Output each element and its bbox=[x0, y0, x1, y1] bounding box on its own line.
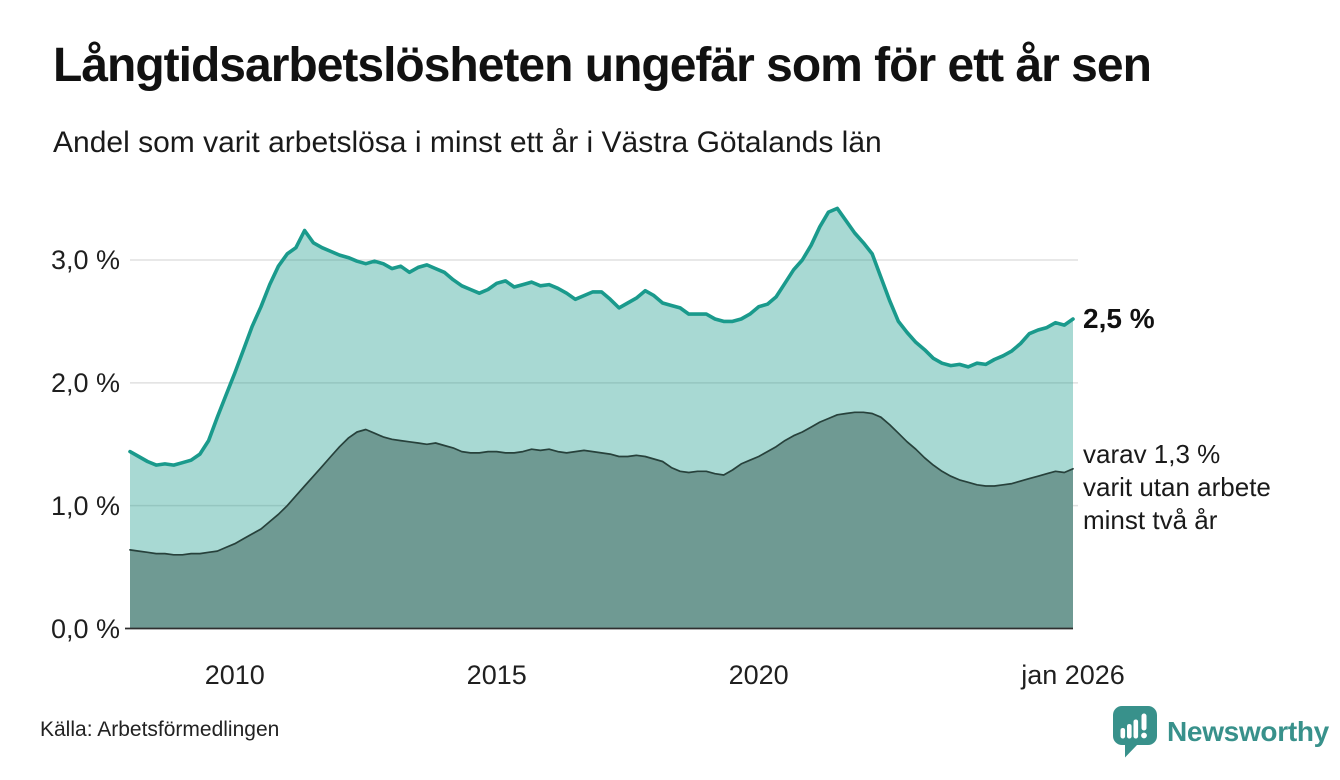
exclamation-glyph bbox=[1141, 713, 1147, 731]
y-tick-label: 0,0 % bbox=[50, 613, 120, 644]
y-tick-label: 2,0 % bbox=[50, 367, 120, 398]
end-value-label-two-years: varav 1,3 % varit utan arbete minst två … bbox=[1083, 438, 1271, 537]
source-credit: Källa: Arbetsförmedlingen bbox=[40, 718, 280, 741]
newsworthy-logo-icon bbox=[1113, 706, 1157, 758]
y-tick-label: 3,0 % bbox=[50, 245, 120, 275]
line-unemployed-two-years bbox=[129, 411, 1074, 556]
x-tick-label: jan 2026 bbox=[1021, 660, 1125, 690]
newsworthy-logo: Newsworthy bbox=[1112, 705, 1329, 759]
annotation-line: varav 1,3 % bbox=[1083, 439, 1221, 469]
exclamation-glyph bbox=[1141, 732, 1147, 739]
x-tick-label: 2010 bbox=[204, 660, 265, 690]
y-tick-label: 1,0 % bbox=[50, 490, 120, 521]
end-value-label-total: 2,5 % bbox=[1083, 303, 1155, 334]
page-title: Långtidsarbetslösheten ungefär som för e… bbox=[53, 39, 1152, 92]
x-tick-label: 2020 bbox=[728, 660, 789, 690]
x-tick-label: 2015 bbox=[466, 660, 527, 690]
bar-chart-glyph bbox=[1120, 728, 1126, 739]
bar-chart-glyph bbox=[1127, 724, 1132, 739]
chart-subtitle: Andel som varit arbetslösa i minst ett å… bbox=[53, 126, 882, 159]
brand-name: Newsworthy bbox=[1167, 716, 1329, 747]
line-unemployed-one-year bbox=[128, 206, 1075, 467]
annotation-line: minst två år bbox=[1083, 505, 1218, 535]
area-unemployed-two-years bbox=[130, 412, 1073, 629]
bar-chart-glyph bbox=[1133, 719, 1139, 739]
annotation-line: varit utan arbete bbox=[1083, 472, 1271, 502]
